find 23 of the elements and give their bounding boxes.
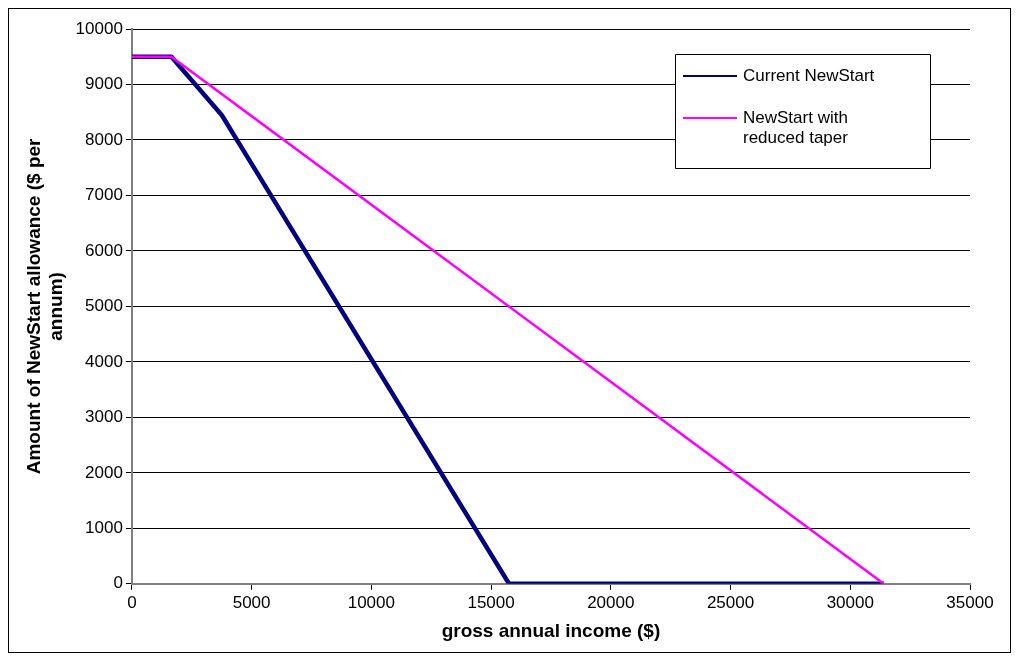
y-tick-label: 10000 [75,18,123,38]
y-tick-label: 1000 [85,518,123,538]
x-axis-title: gross annual income ($) [441,619,661,641]
y-tick-label: 3000 [85,407,123,427]
y-tick-label: 8000 [85,129,123,149]
y-axis-title: Amount of NewStart allowance ($ per annum) [22,137,67,475]
y-tick-label: 6000 [85,240,123,260]
x-tick-label: 35000 [946,592,994,612]
x-tick-label: 30000 [826,592,874,612]
y-tick-label: 2000 [85,462,123,482]
y-tick-label: 9000 [85,74,123,94]
legend-label: Current NewStart [743,65,875,85]
x-tick-label: 15000 [467,592,515,612]
y-tick-label: 4000 [85,351,123,371]
y-tick-label: 7000 [85,185,123,205]
x-tick-label: 0 [127,592,137,612]
y-tick-label: 0 [113,573,123,593]
x-tick-label: 5000 [232,592,271,612]
x-tick-label: 20000 [587,592,635,612]
legend-label: NewStart with reduced taper [743,107,849,147]
y-tick-label: 5000 [85,296,123,316]
x-tick-label: 25000 [706,592,755,612]
x-tick-label: 10000 [347,592,395,612]
